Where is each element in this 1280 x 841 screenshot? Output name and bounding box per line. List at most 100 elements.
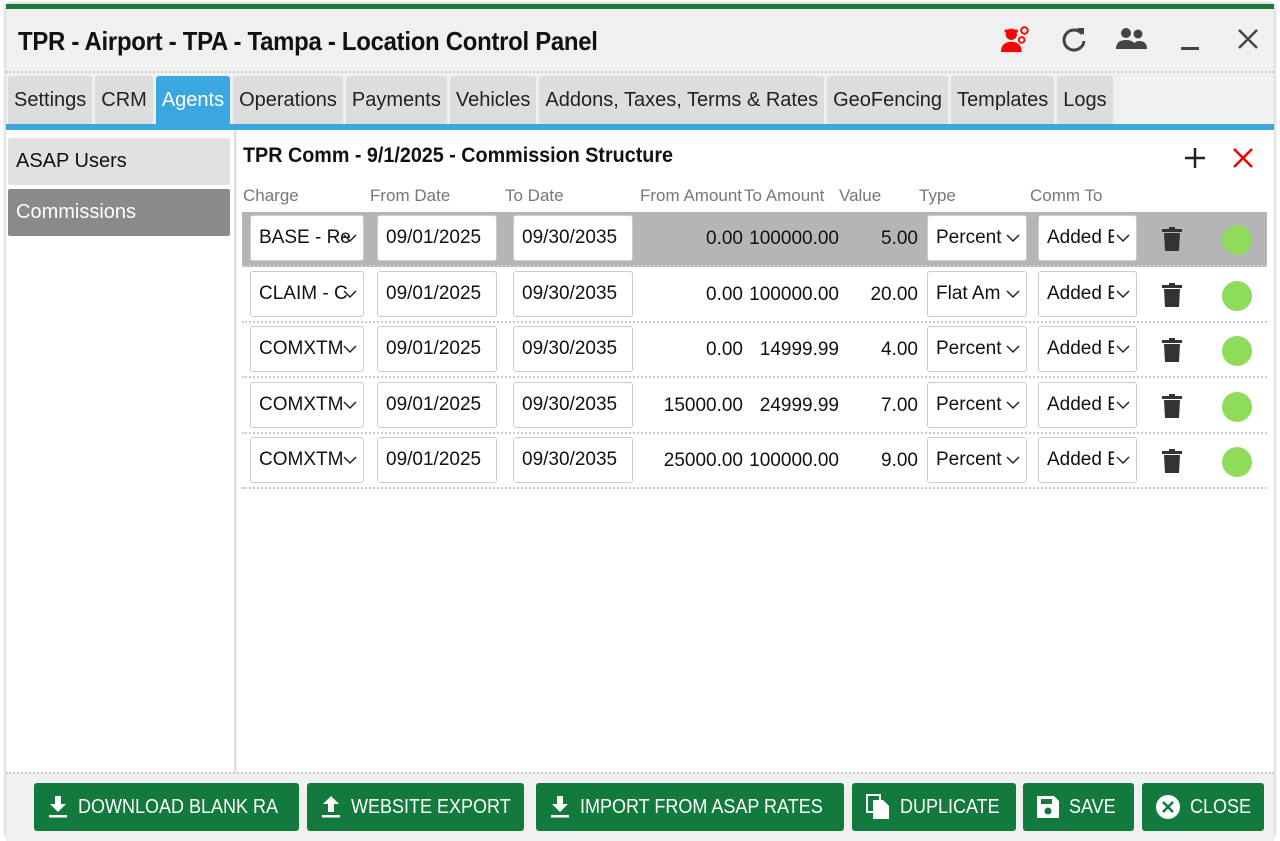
users-icon[interactable] <box>1116 23 1148 55</box>
tab-payments[interactable]: Payments <box>345 76 447 124</box>
type-select[interactable]: Flat Am <box>927 270 1027 317</box>
type-value: Flat Am <box>936 282 1001 304</box>
table-row[interactable]: COMXTM 09/01/2025 09/30/2035 15000.00 24… <box>242 379 1267 434</box>
delete-structure-icon[interactable] <box>1232 147 1254 174</box>
tab-operations[interactable]: Operations <box>233 76 343 124</box>
column-header-comm-to: Comm To <box>1030 186 1103 205</box>
charge-select[interactable]: BASE - Re <box>250 215 364 261</box>
comm-to-select[interactable]: Added E <box>1038 437 1137 483</box>
charge-select[interactable]: COMXTM <box>250 326 364 372</box>
table-row[interactable]: COMXTM 09/01/2025 09/30/2035 0.00 14999.… <box>242 323 1267 378</box>
charge-select[interactable]: COMXTM <box>250 437 364 483</box>
close-button[interactable]: CLOSE <box>1142 783 1264 831</box>
trash-icon[interactable] <box>1162 338 1182 367</box>
control-panel-window: TPR - Airport - TPA - Tampa - Location C… <box>6 4 1274 841</box>
trash-icon[interactable] <box>1162 282 1182 312</box>
chevron-down-icon <box>1114 382 1130 427</box>
type-value: Percent <box>936 449 1002 470</box>
chevron-down-icon <box>343 327 357 371</box>
value: 20.00 <box>870 283 918 305</box>
agent-settings-icon[interactable] <box>1000 23 1032 55</box>
chevron-down-icon <box>1114 271 1130 316</box>
status-indicator <box>1222 225 1252 255</box>
table-row[interactable]: COMXTM 09/01/2025 09/30/2035 25000.00 10… <box>242 434 1267 489</box>
sidebar-item-commissions[interactable]: Commissions <box>8 189 230 236</box>
sidebar-item-asap-users[interactable]: ASAP Users <box>8 138 230 185</box>
type-select[interactable]: Percent <box>927 326 1027 372</box>
tab-addons[interactable]: Addons, Taxes, Terms & Rates <box>539 76 825 124</box>
to-amount: 100000.00 <box>749 450 839 471</box>
tab-logs[interactable]: Logs <box>1057 76 1113 124</box>
from-date-input[interactable]: 09/01/2025 <box>377 326 497 372</box>
from-date-input[interactable]: 09/01/2025 <box>377 381 497 428</box>
tab-geofencing[interactable]: GeoFencing <box>827 76 949 124</box>
value: 4.00 <box>881 339 918 360</box>
save-button[interactable]: SAVE <box>1023 783 1134 831</box>
status-indicator <box>1222 336 1252 366</box>
to-date-input[interactable]: 09/30/2035 <box>513 270 633 317</box>
tab-vehicles[interactable]: Vehicles <box>449 76 537 124</box>
commission-panel: TPR Comm - 9/1/2025 - Commission Structu… <box>237 130 1274 772</box>
charge-select[interactable]: COMXTM <box>250 381 364 428</box>
type-select[interactable]: Percent <box>927 381 1027 428</box>
from-date-input[interactable]: 09/01/2025 <box>377 215 497 261</box>
from-date-input[interactable]: 09/01/2025 <box>377 437 497 483</box>
table-row[interactable]: CLAIM - C 09/01/2025 09/30/2035 0.00 100… <box>242 268 1267 323</box>
to-amount: 14999.99 <box>759 339 839 360</box>
minimize-icon[interactable] <box>1174 23 1206 55</box>
from-date-input[interactable]: 09/01/2025 <box>377 270 497 317</box>
add-icon[interactable] <box>1183 146 1207 175</box>
column-header-from-date: From Date <box>370 186 451 205</box>
button-label: DUPLICATE <box>900 795 1000 818</box>
to-amount: 100000.00 <box>749 228 839 249</box>
download-blank-ra-button[interactable]: DOWNLOAD BLANK RA <box>34 783 299 831</box>
charge-select[interactable]: CLAIM - C <box>250 270 364 317</box>
charge-value: COMXTM <box>259 449 344 470</box>
trash-icon[interactable] <box>1162 449 1182 478</box>
chevron-down-icon <box>1006 438 1020 482</box>
to-date-input[interactable]: 09/30/2035 <box>513 381 633 428</box>
sidebar: ASAP Users Commissions <box>6 130 236 772</box>
refresh-icon[interactable] <box>1058 23 1090 55</box>
column-header-to-date: To Date <box>505 186 564 205</box>
button-label: SAVE <box>1069 795 1116 818</box>
close-icon[interactable] <box>1232 23 1264 55</box>
to-date-input[interactable]: 09/30/2035 <box>513 326 633 372</box>
import-from-asap-rates-button[interactable]: IMPORT FROM ASAP RATES <box>536 783 844 831</box>
chevron-down-icon <box>343 383 357 427</box>
chevron-down-icon <box>1006 327 1020 371</box>
trash-icon[interactable] <box>1162 227 1182 256</box>
comm-to-select[interactable]: Added E <box>1038 326 1137 372</box>
to-date-input[interactable]: 09/30/2035 <box>513 437 633 483</box>
button-label: IMPORT FROM ASAP RATES <box>580 795 823 818</box>
comm-to-select[interactable]: Added E <box>1038 215 1137 261</box>
close-circle-icon <box>1156 795 1180 819</box>
type-value: Percent <box>936 393 1002 415</box>
from-amount: 0.00 <box>706 339 743 360</box>
tab-settings[interactable]: Settings <box>8 76 93 124</box>
website-export-button[interactable]: WEBSITE EXPORT <box>307 783 524 831</box>
column-header-type: Type <box>919 186 956 205</box>
table-row[interactable]: BASE - Re 09/01/2025 09/30/2035 0.00 100… <box>242 212 1267 267</box>
status-indicator <box>1222 391 1252 422</box>
window-title: TPR - Airport - TPA - Tampa - Location C… <box>18 26 598 56</box>
type-select[interactable]: Percent <box>927 437 1027 483</box>
type-value: Percent <box>936 227 1002 248</box>
chevron-down-icon <box>1006 216 1020 260</box>
comm-to-select[interactable]: Added E <box>1038 381 1137 428</box>
status-indicator <box>1222 280 1252 311</box>
to-amount: 24999.99 <box>759 394 839 416</box>
trash-icon[interactable] <box>1162 393 1182 423</box>
chevron-down-icon <box>343 216 357 260</box>
comm-to-value: Added E <box>1047 393 1120 415</box>
to-date-input[interactable]: 09/30/2035 <box>513 215 633 261</box>
duplicate-button[interactable]: DUPLICATE <box>852 783 1016 831</box>
tab-underline <box>6 124 1274 130</box>
type-select[interactable]: Percent <box>927 215 1027 261</box>
tab-agents[interactable]: Agents <box>155 76 231 124</box>
tab-templates[interactable]: Templates <box>951 76 1055 124</box>
page-title: TPR Comm - 9/1/2025 - Commission Structu… <box>243 144 674 167</box>
chevron-down-icon <box>1114 438 1130 482</box>
comm-to-select[interactable]: Added E <box>1038 270 1137 317</box>
tab-crm[interactable]: CRM <box>95 76 153 124</box>
